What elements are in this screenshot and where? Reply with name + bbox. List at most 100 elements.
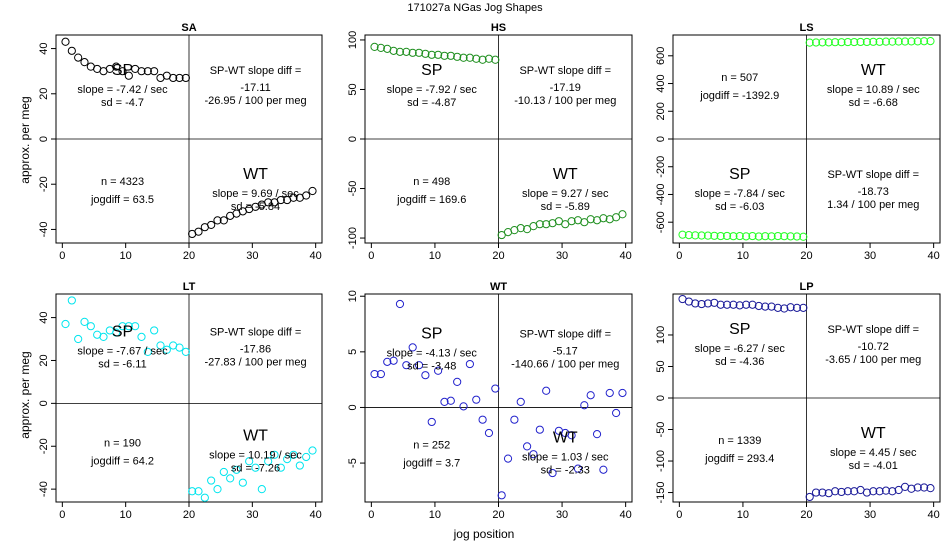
stat-jogdiff: jogdiff = 293.4 bbox=[704, 453, 774, 465]
sp-point bbox=[703, 231, 713, 240]
slope-diff-value: -18.73 bbox=[858, 186, 889, 198]
sp-point bbox=[143, 67, 152, 76]
sp-point bbox=[402, 47, 411, 56]
wt-point bbox=[869, 37, 878, 46]
wt-point bbox=[232, 465, 241, 474]
wt-point bbox=[213, 216, 222, 225]
stat-n: n = 498 bbox=[413, 176, 450, 188]
sp-point bbox=[459, 402, 468, 411]
wt-point bbox=[586, 391, 595, 400]
panel-ls: LS 0 10 20 30 40 -600 -400 -200 0 200 400 600 SP slope… bbox=[655, 22, 941, 262]
x-tick-label: 30 bbox=[556, 509, 568, 521]
sp-point bbox=[395, 47, 405, 56]
wt-point bbox=[592, 430, 602, 439]
slope-diff-per-meg: -3.65 / 100 per meg bbox=[825, 354, 921, 366]
wt-sd: sd = -7.26 bbox=[231, 463, 280, 475]
sp-point bbox=[86, 322, 95, 331]
sp-point bbox=[491, 55, 500, 64]
sp-point bbox=[465, 359, 474, 369]
sp-point bbox=[124, 71, 133, 80]
sp-point bbox=[786, 232, 795, 241]
x-tick-label: 40 bbox=[310, 509, 322, 521]
wt-label: WT bbox=[243, 166, 268, 183]
sp-slope: slope = -7.84 / sec bbox=[695, 188, 786, 200]
x-tick-label: 30 bbox=[246, 509, 258, 521]
wt-point bbox=[542, 220, 551, 229]
stat-jogdiff: jogdiff = 63.5 bbox=[90, 194, 154, 206]
x-tick-label: 40 bbox=[928, 250, 940, 262]
sp-point bbox=[414, 361, 424, 370]
x-tick-label: 40 bbox=[620, 509, 632, 521]
sp-point bbox=[61, 37, 70, 46]
sp-point bbox=[453, 52, 462, 61]
stat-jogdiff: jogdiff = 64.2 bbox=[90, 456, 154, 468]
sp-point bbox=[491, 384, 500, 393]
wt-point bbox=[308, 446, 317, 455]
y-tick-label: -400 bbox=[655, 183, 667, 205]
sp-point bbox=[691, 231, 700, 240]
wt-point bbox=[875, 37, 884, 46]
panel-lp: LP 0 10 20 30 40 -150 -100 -50 0 50 100 SP slope = -6… bbox=[655, 281, 941, 521]
wt-point bbox=[599, 214, 608, 223]
wt-point bbox=[207, 476, 216, 485]
wt-slope: slope = 1.03 / sec bbox=[522, 452, 609, 464]
wt-point bbox=[811, 38, 821, 47]
sp-point bbox=[150, 67, 159, 76]
wt-point bbox=[308, 186, 317, 196]
y-tick-label: 40 bbox=[38, 311, 50, 323]
y-tick-label: -50 bbox=[655, 422, 667, 438]
wt-point bbox=[907, 484, 916, 493]
sp-point bbox=[99, 332, 108, 341]
x-tick-label: 20 bbox=[800, 250, 812, 262]
x-tick-label: 10 bbox=[737, 509, 749, 521]
wt-point bbox=[920, 483, 929, 492]
stat-n: n = 4323 bbox=[101, 176, 144, 188]
stat-n: n = 252 bbox=[413, 440, 450, 452]
panel-title: LT bbox=[183, 281, 196, 293]
slope-diff-per-meg: 1.34 / 100 per meg bbox=[827, 199, 919, 211]
sp-point bbox=[722, 300, 732, 309]
wt-point bbox=[837, 38, 846, 47]
x-tick-label: 0 bbox=[59, 250, 65, 262]
wt-point bbox=[862, 488, 871, 497]
wt-point bbox=[618, 388, 627, 398]
wt-point bbox=[926, 37, 935, 46]
sp-point bbox=[465, 53, 474, 62]
y-tick-label: -600 bbox=[655, 211, 667, 233]
slope-diff-value: -17.19 bbox=[550, 82, 581, 94]
sp-point bbox=[780, 232, 789, 241]
sp-point bbox=[434, 366, 443, 375]
x-tick-label: 20 bbox=[800, 509, 812, 521]
wt-point bbox=[516, 397, 525, 406]
wt-point bbox=[535, 425, 544, 434]
y-tick-label: 100 bbox=[347, 31, 359, 49]
wt-point bbox=[573, 464, 583, 473]
x-tick-label: 40 bbox=[928, 509, 940, 521]
wt-point bbox=[894, 37, 903, 46]
wt-point bbox=[276, 463, 285, 472]
wt-point bbox=[831, 487, 840, 496]
wt-point bbox=[295, 461, 304, 470]
wt-point bbox=[920, 37, 929, 46]
wt-point bbox=[843, 487, 852, 496]
sp-point bbox=[74, 334, 83, 344]
slope-diff-value: -10.72 bbox=[858, 341, 889, 353]
wt-sd: sd = -2.33 bbox=[541, 465, 590, 477]
sp-sd: sd = -4.87 bbox=[407, 97, 456, 109]
sp-point bbox=[735, 231, 744, 241]
sp-point bbox=[710, 231, 719, 240]
sp-label: SP bbox=[112, 324, 133, 341]
x-tick-label: 0 bbox=[368, 250, 374, 262]
wt-point bbox=[850, 37, 859, 47]
sp-point bbox=[421, 49, 430, 58]
wt-label: WT bbox=[861, 62, 886, 79]
wt-slope: slope = 9.69 / sec bbox=[212, 188, 299, 200]
sp-point bbox=[137, 332, 146, 341]
sp-point bbox=[414, 48, 424, 57]
y-tick-label: 20 bbox=[38, 88, 50, 100]
sp-slope: slope = -4.13 / sec bbox=[387, 348, 478, 360]
sp-point bbox=[175, 343, 184, 352]
stat-jogdiff: jogdiff = -1392.9 bbox=[699, 90, 779, 102]
x-tick-label: 10 bbox=[737, 250, 749, 262]
